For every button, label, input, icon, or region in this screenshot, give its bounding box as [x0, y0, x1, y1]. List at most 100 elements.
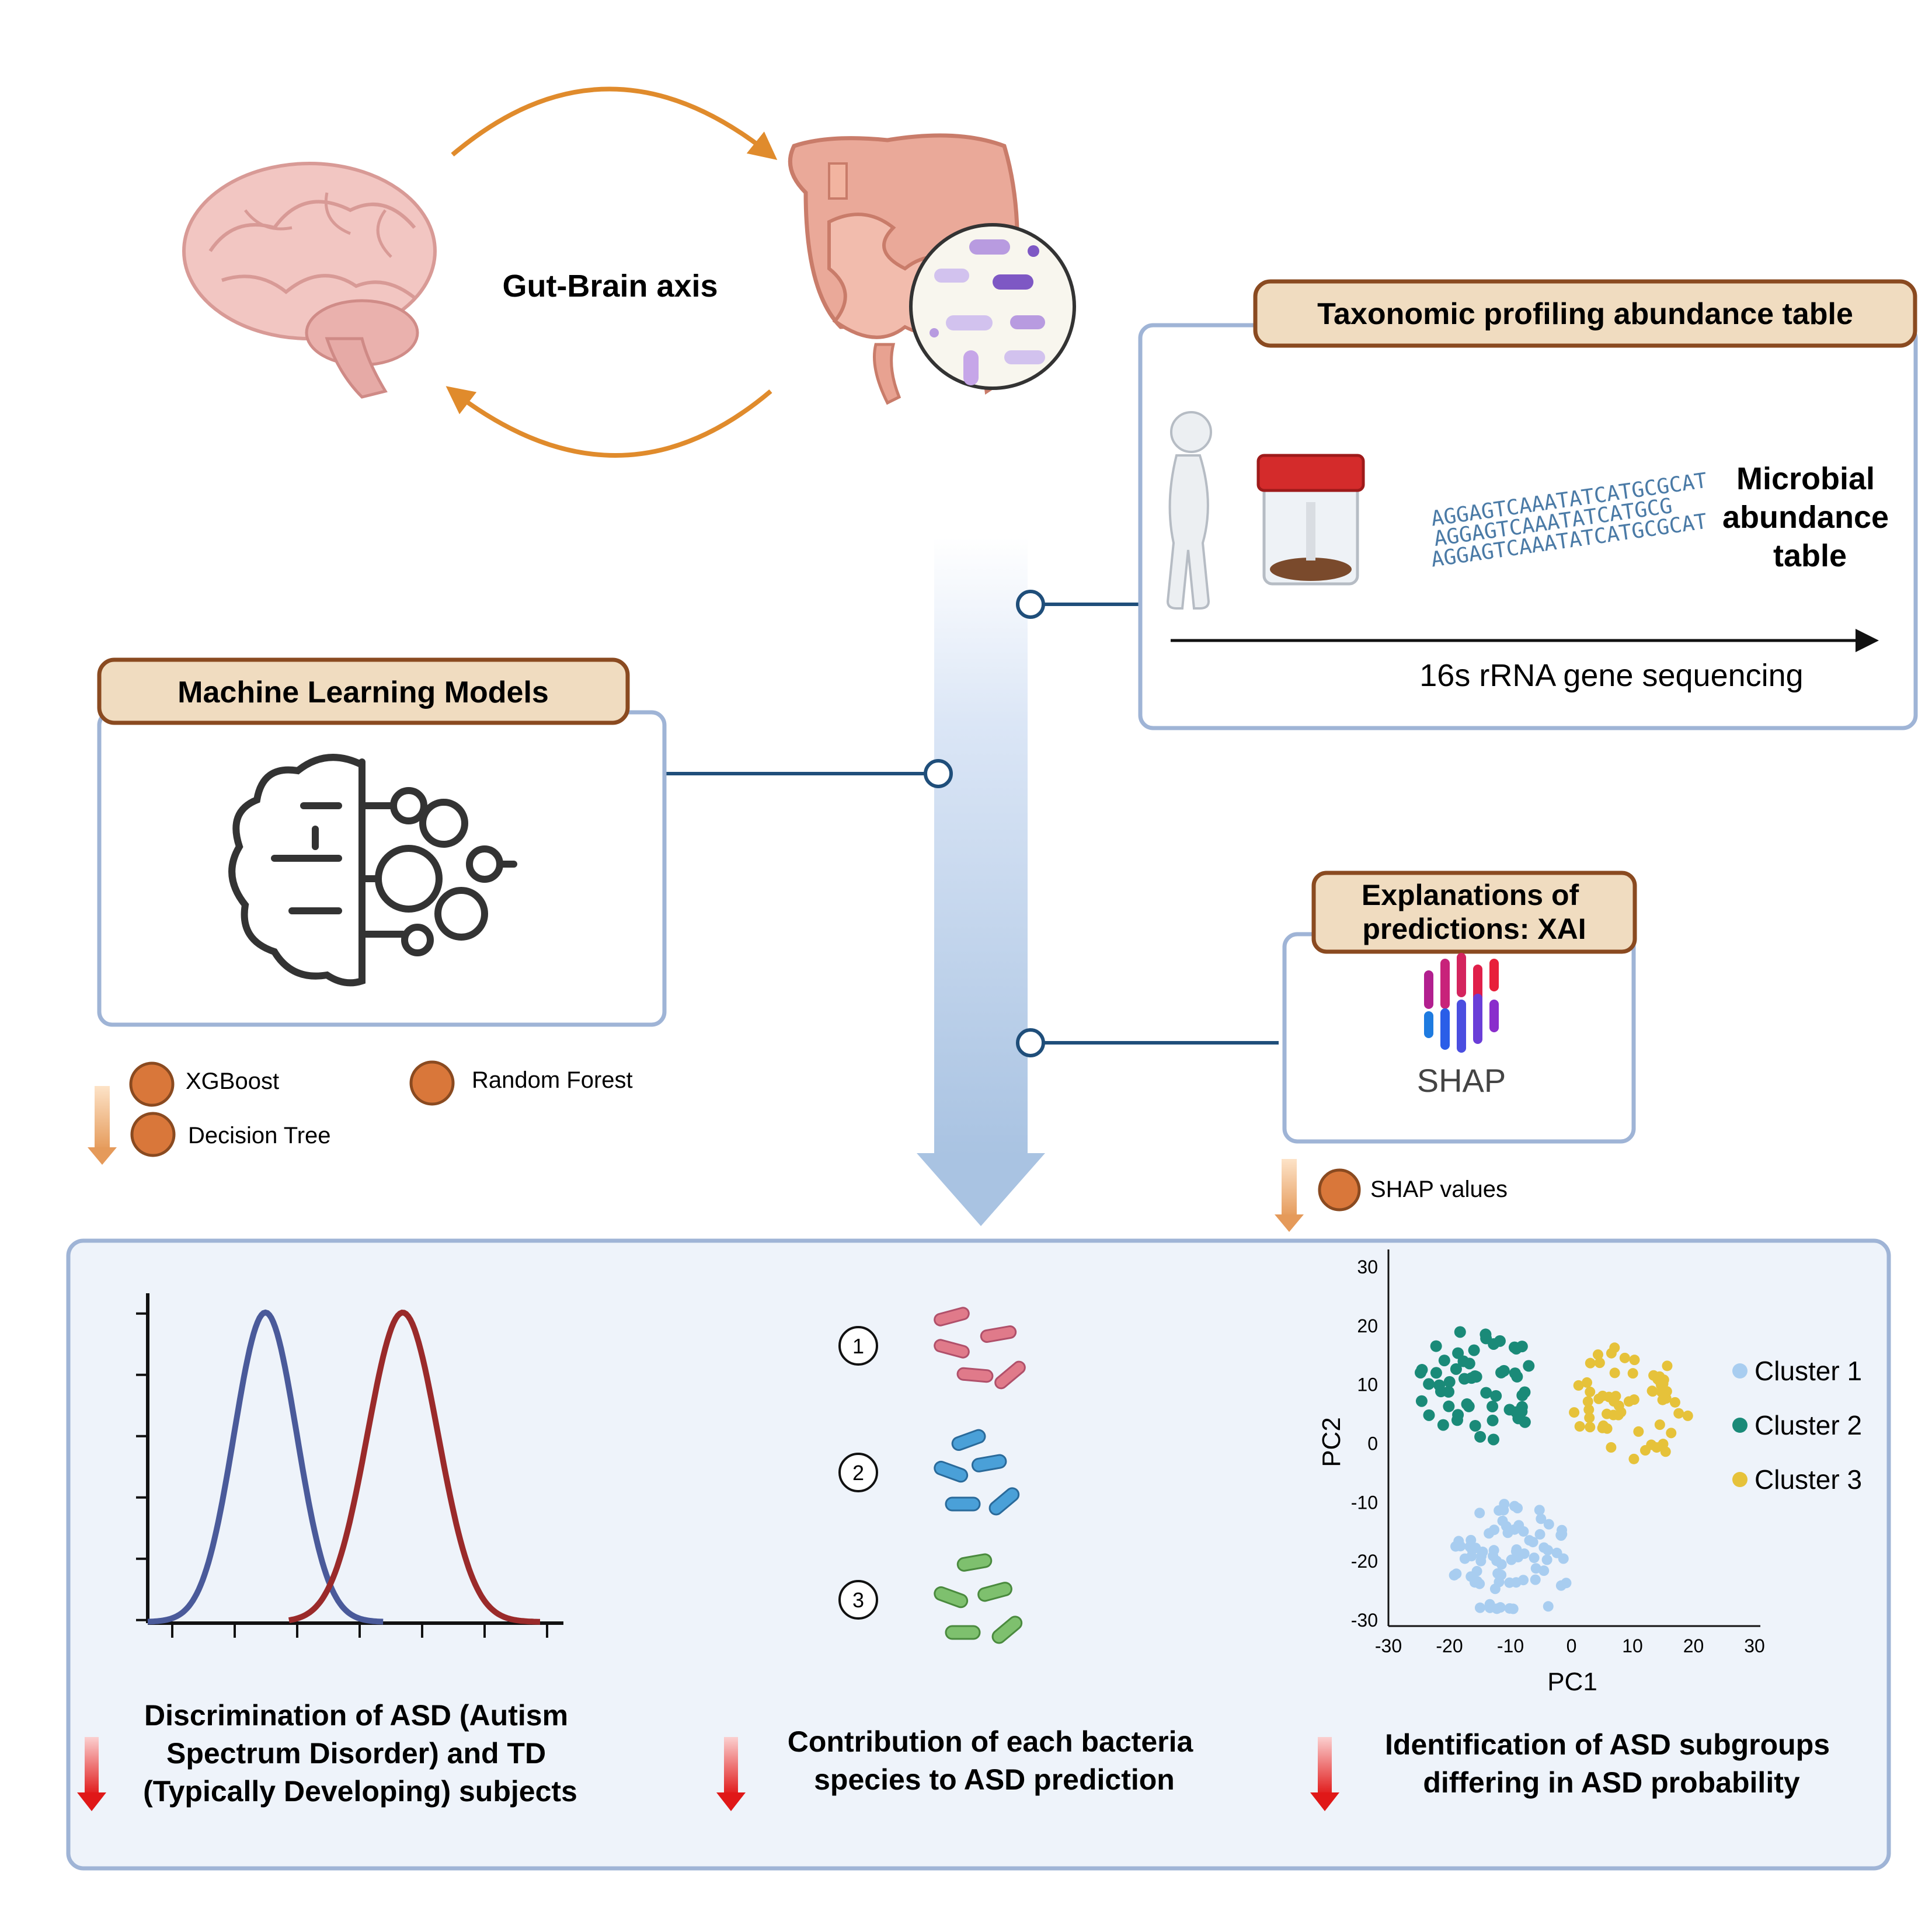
shap-logo-icon: [1424, 953, 1499, 1053]
scatter-point-cluster-3: [1569, 1407, 1580, 1418]
gut-brain-axis: Gut-Brain axis: [182, 86, 1076, 458]
bacteria-species-2-icon: [934, 1429, 1020, 1516]
legend-label-cluster-2: Cluster 2: [1755, 1410, 1862, 1440]
model-dot-decision-tree: [130, 1112, 176, 1157]
scatter-y-tick-label: -10: [1351, 1492, 1378, 1513]
species-rank-2-badge: [838, 1453, 878, 1492]
taxonomy-header: Taxonomic profiling abundance table: [1317, 297, 1853, 331]
legend-label-cluster-3: Cluster 3: [1755, 1464, 1862, 1495]
scatter-x-tick-label: -20: [1436, 1635, 1463, 1656]
scatter-y-label: PC2: [1317, 1417, 1346, 1467]
sample-jar-icon: [1256, 454, 1365, 586]
xai-panel: Explanations of predictions: XAI SHAP SH…: [1275, 871, 1637, 1232]
caption-discrimination: Discrimination of ASD (Autism Spectrum D…: [143, 1699, 577, 1808]
model-dot-random-forest: [409, 1060, 455, 1106]
legend-marker-cluster-2: [1732, 1418, 1747, 1433]
ml-model-list: XGBoost Random Forest Decision Tree: [88, 1060, 633, 1165]
connector-node-ml: [924, 759, 953, 788]
scatter-point-cluster-2: [1480, 1387, 1492, 1399]
scatter-point-cluster-3: [1666, 1428, 1677, 1439]
scatter-point-cluster-1: [1506, 1554, 1517, 1565]
scatter-point-cluster-3: [1662, 1360, 1673, 1371]
taxonomy-header-box: [1253, 279, 1917, 348]
scatter-point-cluster-1: [1555, 1530, 1567, 1541]
result-captions: Discrimination of ASD (Autism Spectrum D…: [77, 1699, 1838, 1811]
scatter-point-cluster-3: [1574, 1421, 1585, 1432]
scatter-point-cluster-1: [1555, 1580, 1567, 1591]
scatter-point-cluster-3: [1585, 1357, 1596, 1369]
species-rank-2: 2: [852, 1461, 864, 1485]
caption-subgroups: Identification of ASD subgroups differin…: [1385, 1728, 1838, 1799]
scatter-point-cluster-1: [1530, 1574, 1541, 1585]
shap-values-label: SHAP values: [1370, 1176, 1508, 1202]
scatter-point-cluster-1: [1474, 1602, 1485, 1613]
axis-arrow-bottom: [445, 386, 772, 458]
species-rank-3-badge: [838, 1580, 878, 1620]
scatter-point-cluster-3: [1606, 1442, 1617, 1453]
axis-arrow-top: [451, 86, 778, 161]
scatter-point-cluster-2: [1450, 1363, 1462, 1375]
scatter-x-label: PC1: [1547, 1668, 1597, 1696]
sequencing-label: 16s rRNA gene sequencing: [1419, 658, 1803, 693]
scatter-point-cluster-1: [1492, 1568, 1503, 1579]
scatter-point-cluster-3: [1573, 1380, 1584, 1391]
scatter-point-cluster-1: [1476, 1551, 1487, 1562]
scatter-point-cluster-3: [1597, 1422, 1608, 1433]
scatter-point-cluster-2: [1465, 1372, 1478, 1384]
scatter-point-cluster-1: [1489, 1524, 1500, 1536]
scatter-point-cluster-2: [1508, 1341, 1520, 1353]
scatter-point-cluster-2: [1487, 1400, 1499, 1412]
connector-node-taxonomy: [1016, 590, 1045, 619]
scatter-point-cluster-3: [1654, 1419, 1665, 1430]
scatter-point-cluster-2: [1463, 1357, 1475, 1370]
scatter-point-cluster-3: [1619, 1352, 1630, 1363]
scatter-y-tick-label: -20: [1351, 1551, 1378, 1572]
scatter-point-cluster-2: [1433, 1379, 1446, 1391]
xai-header-box: [1311, 871, 1637, 954]
scatter-x-tick-label: -30: [1375, 1635, 1402, 1656]
scatter-point-cluster-3: [1594, 1357, 1605, 1369]
scatter-point-cluster-3: [1585, 1386, 1596, 1397]
scatter-point-cluster-1: [1470, 1543, 1481, 1554]
child-icon: [1166, 411, 1212, 610]
scatter-point-cluster-1: [1543, 1601, 1554, 1612]
scatter-point-cluster-2: [1452, 1409, 1464, 1421]
scatter-y-tick-label: 0: [1367, 1433, 1378, 1454]
model-decision-tree: Decision Tree: [188, 1123, 331, 1148]
scatter-point-cluster-1: [1489, 1583, 1501, 1595]
scatter-point-cluster-2: [1516, 1401, 1528, 1413]
scatter-point-cluster-1: [1524, 1535, 1535, 1546]
scatter-point-cluster-1: [1466, 1551, 1477, 1562]
scatter-point-cluster-3: [1633, 1426, 1644, 1437]
scatter-point-cluster-2: [1443, 1386, 1455, 1398]
caption-contribution: Contribution of each bacteria species to…: [788, 1725, 1201, 1796]
scatter-y-tick-label: -30: [1351, 1610, 1378, 1631]
distribution-chart: [136, 1293, 563, 1638]
scatter-point-cluster-2: [1437, 1419, 1449, 1431]
scatter-point-cluster-2: [1469, 1419, 1481, 1432]
scatter-point-cluster-2: [1480, 1332, 1492, 1345]
scatter-point-cluster-2: [1474, 1430, 1487, 1443]
ml-brain-gears-icon: [228, 754, 517, 987]
scatter-point-cluster-2: [1487, 1414, 1499, 1426]
scatter-point-cluster-3: [1609, 1396, 1620, 1407]
scatter-point-cluster-2: [1516, 1389, 1529, 1401]
asd-distribution-curve: [288, 1310, 540, 1625]
scatter-point-cluster-3: [1585, 1422, 1596, 1433]
scatter-point-cluster-3: [1582, 1396, 1593, 1407]
scatter-point-cluster-3: [1682, 1410, 1693, 1421]
model-dot-xgboost: [129, 1061, 175, 1107]
scatter-point-cluster-1: [1534, 1505, 1545, 1516]
model-xgboost: XGBoost: [186, 1068, 279, 1094]
scatter-point-cluster-1: [1529, 1552, 1540, 1564]
scatter-point-cluster-1: [1455, 1541, 1466, 1552]
scatter-point-cluster-1: [1504, 1603, 1515, 1614]
scatter-legend: Cluster 1 Cluster 2 Cluster 3: [1732, 1356, 1862, 1495]
scatter-point-cluster-2: [1511, 1370, 1523, 1383]
results-panel: 1 2 3: [66, 1238, 1891, 1871]
scatter-point-cluster-3: [1608, 1409, 1619, 1421]
scatter-point-cluster-1: [1509, 1524, 1520, 1535]
scatter-point-cluster-3: [1597, 1390, 1608, 1401]
connector-node-xai: [1016, 1028, 1045, 1057]
scatter-point-cluster-1: [1518, 1526, 1529, 1537]
